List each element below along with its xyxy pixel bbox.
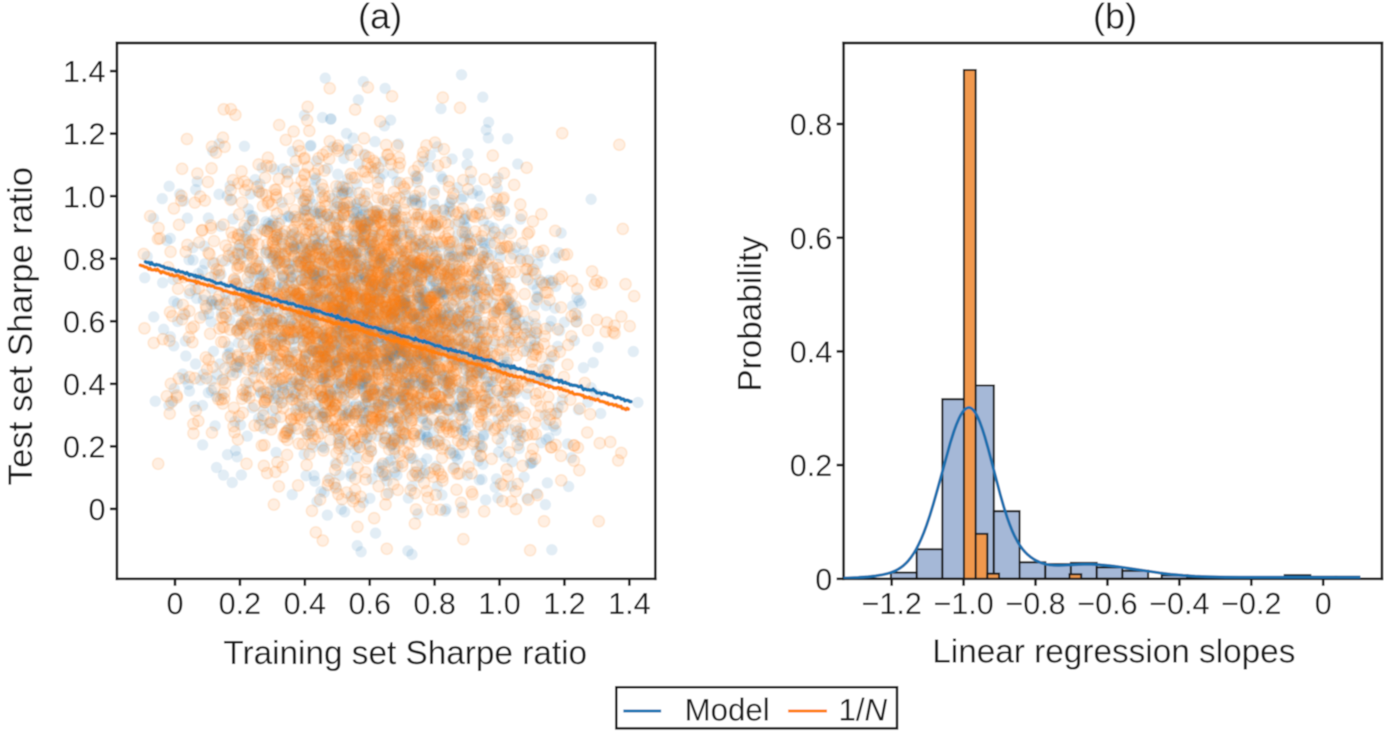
svg-text:0: 0 (1315, 587, 1332, 621)
svg-text:−0.4: −0.4 (1149, 587, 1209, 621)
svg-text:0.8: 0.8 (63, 243, 105, 277)
svg-text:Model: Model (685, 693, 770, 728)
svg-text:0.6: 0.6 (63, 305, 105, 339)
svg-text:0.8: 0.8 (790, 108, 832, 142)
svg-text:Probability: Probability (732, 236, 769, 392)
svg-text:0.2: 0.2 (219, 587, 261, 621)
svg-text:Test set Sharpe ratio: Test set Sharpe ratio (2, 167, 40, 485)
svg-text:0: 0 (166, 587, 183, 621)
svg-text:0.2: 0.2 (63, 430, 105, 464)
svg-text:0: 0 (89, 493, 106, 527)
svg-text:1/: 1/ (839, 693, 865, 728)
svg-text:(a): (a) (358, 0, 402, 36)
svg-text:0.4: 0.4 (790, 335, 832, 369)
svg-text:1.0: 1.0 (478, 587, 520, 621)
svg-text:0.2: 0.2 (790, 449, 832, 483)
svg-text:1.2: 1.2 (63, 118, 105, 152)
svg-text:−1.2: −1.2 (862, 587, 922, 621)
svg-text:Training set Sharpe ratio: Training set Sharpe ratio (223, 635, 587, 672)
svg-text:N: N (865, 693, 888, 728)
svg-text:0.8: 0.8 (413, 587, 455, 621)
svg-text:0: 0 (815, 563, 832, 597)
svg-text:Linear regression slopes: Linear regression slopes (932, 633, 1295, 670)
svg-text:1.2: 1.2 (543, 587, 585, 621)
svg-text:1.4: 1.4 (608, 587, 650, 621)
svg-text:(b): (b) (1093, 0, 1137, 36)
svg-text:1.4: 1.4 (63, 55, 105, 89)
svg-text:0.4: 0.4 (284, 587, 326, 621)
svg-text:−0.8: −0.8 (1005, 587, 1065, 621)
svg-text:−0.6: −0.6 (1077, 587, 1137, 621)
svg-text:−1.0: −1.0 (933, 587, 993, 621)
svg-text:0.4: 0.4 (63, 368, 105, 402)
svg-text:−0.2: −0.2 (1221, 587, 1281, 621)
svg-text:0.6: 0.6 (348, 587, 390, 621)
svg-text:1.0: 1.0 (63, 180, 105, 214)
svg-text:0.6: 0.6 (790, 222, 832, 256)
